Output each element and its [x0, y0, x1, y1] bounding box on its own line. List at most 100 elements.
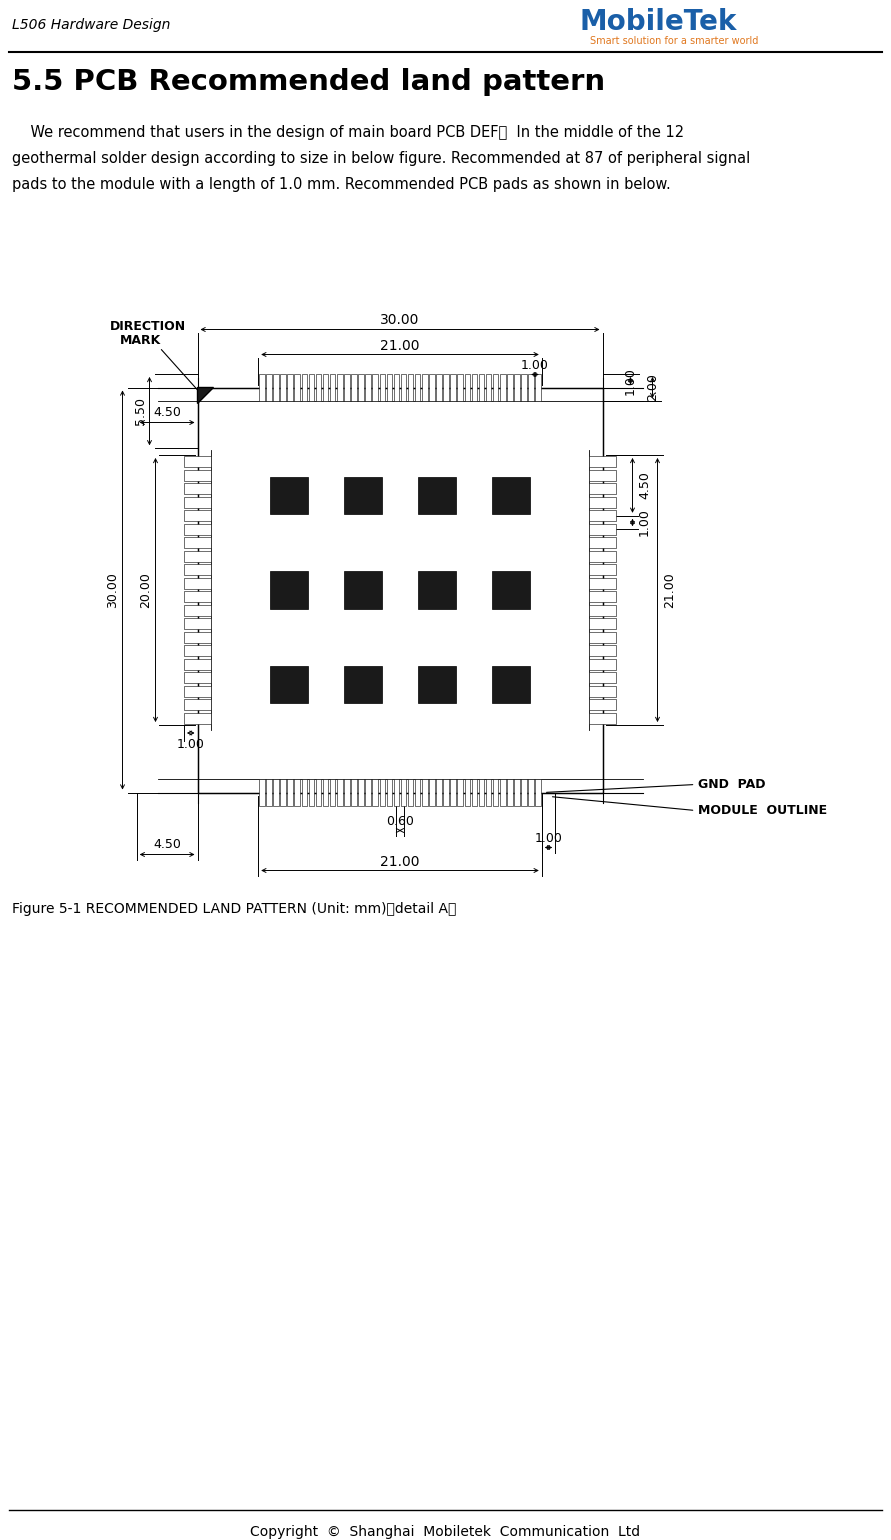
Text: Figure 5-1 RECOMMENDED LAND PATTERN (Unit: mm)（detail A）: Figure 5-1 RECOMMENDED LAND PATTERN (Uni…: [12, 902, 456, 916]
Bar: [486, 779, 491, 805]
Bar: [415, 779, 421, 805]
Bar: [294, 779, 300, 805]
Bar: [471, 374, 478, 400]
Bar: [478, 779, 485, 805]
Bar: [478, 374, 485, 400]
Bar: [184, 510, 211, 521]
Bar: [184, 537, 211, 548]
Bar: [535, 374, 541, 400]
Text: 2.00: 2.00: [646, 374, 659, 402]
Bar: [528, 779, 534, 805]
Bar: [589, 578, 616, 588]
Bar: [323, 374, 329, 400]
Bar: [493, 665, 530, 704]
Bar: [270, 665, 307, 704]
Text: 21.00: 21.00: [380, 855, 420, 869]
Text: 1.00: 1.00: [535, 832, 562, 845]
Bar: [184, 685, 211, 696]
Bar: [301, 779, 307, 805]
Polygon shape: [198, 388, 214, 403]
Bar: [589, 497, 616, 508]
Bar: [184, 699, 211, 710]
Bar: [288, 374, 293, 400]
Bar: [365, 374, 371, 400]
Bar: [308, 779, 315, 805]
Bar: [270, 571, 307, 608]
Bar: [464, 779, 470, 805]
Bar: [444, 374, 449, 400]
Bar: [589, 645, 616, 656]
Text: 5.5 PCB Recommended land pattern: 5.5 PCB Recommended land pattern: [12, 68, 605, 95]
Bar: [184, 605, 211, 616]
Bar: [418, 571, 456, 608]
Bar: [281, 374, 286, 400]
Bar: [301, 374, 307, 400]
Bar: [323, 779, 329, 805]
Text: We recommend that users in the design of main board PCB DEF，  In the middle of t: We recommend that users in the design of…: [12, 125, 684, 140]
Bar: [198, 388, 602, 793]
Bar: [589, 456, 616, 467]
Bar: [589, 470, 616, 480]
Bar: [589, 673, 616, 684]
Bar: [344, 779, 349, 805]
Bar: [486, 374, 491, 400]
Bar: [408, 374, 413, 400]
Bar: [589, 619, 616, 628]
Bar: [589, 565, 616, 574]
Bar: [401, 374, 406, 400]
Text: MODULE  OUTLINE: MODULE OUTLINE: [698, 804, 827, 818]
Bar: [380, 374, 385, 400]
Bar: [344, 665, 381, 704]
Bar: [337, 374, 342, 400]
Bar: [429, 779, 435, 805]
Bar: [589, 551, 616, 562]
Bar: [401, 779, 406, 805]
Bar: [589, 537, 616, 548]
Bar: [184, 470, 211, 480]
Bar: [184, 578, 211, 588]
Bar: [358, 779, 364, 805]
Bar: [344, 374, 349, 400]
Bar: [184, 619, 211, 628]
Bar: [351, 779, 356, 805]
Bar: [365, 779, 371, 805]
Text: DIRECTION: DIRECTION: [110, 319, 185, 333]
Bar: [380, 779, 385, 805]
Text: 1.00: 1.00: [638, 508, 651, 536]
Bar: [493, 571, 530, 608]
Text: 4.50: 4.50: [153, 407, 181, 419]
Bar: [450, 779, 456, 805]
Bar: [589, 631, 616, 642]
Bar: [422, 779, 428, 805]
Bar: [408, 779, 413, 805]
Text: L506 Hardware Design: L506 Hardware Design: [12, 18, 170, 32]
Bar: [521, 779, 527, 805]
Bar: [184, 713, 211, 724]
Text: 5.50: 5.50: [134, 397, 147, 425]
Bar: [493, 476, 530, 514]
Bar: [308, 374, 315, 400]
Bar: [270, 476, 307, 514]
Bar: [184, 659, 211, 670]
Bar: [589, 484, 616, 494]
Bar: [330, 374, 335, 400]
Bar: [471, 779, 478, 805]
Bar: [184, 645, 211, 656]
Bar: [351, 374, 356, 400]
Text: 21.00: 21.00: [663, 573, 676, 608]
Bar: [344, 476, 381, 514]
Bar: [450, 374, 456, 400]
Bar: [184, 673, 211, 684]
Bar: [437, 374, 442, 400]
Bar: [315, 779, 322, 805]
Bar: [528, 374, 534, 400]
Bar: [184, 497, 211, 508]
Bar: [507, 779, 512, 805]
Bar: [589, 659, 616, 670]
Bar: [500, 374, 505, 400]
Bar: [372, 374, 378, 400]
Bar: [281, 779, 286, 805]
Bar: [184, 456, 211, 467]
Text: Smart solution for a smarter world: Smart solution for a smarter world: [590, 35, 758, 46]
Bar: [500, 779, 505, 805]
